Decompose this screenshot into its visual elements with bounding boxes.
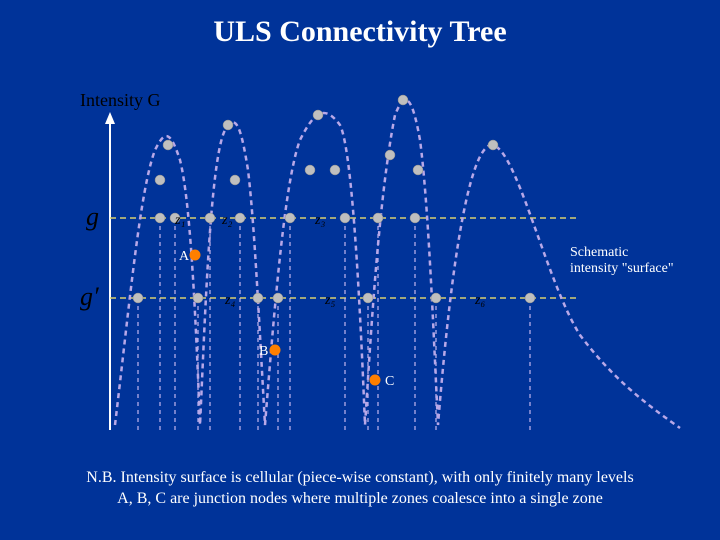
svg-text:z₄: z₄ <box>224 293 235 308</box>
svg-text:z₂: z₂ <box>221 213 232 228</box>
g-prime-label: g′ <box>80 282 99 312</box>
svg-text:A: A <box>179 249 190 264</box>
svg-text:z₁: z₁ <box>174 213 185 228</box>
axis-label: Intensity G <box>80 90 161 111</box>
svg-text:z₃: z₃ <box>314 213 325 228</box>
svg-text:z₆: z₆ <box>474 293 485 308</box>
svg-text:B: B <box>259 344 268 359</box>
svg-text:z₅: z₅ <box>324 293 335 308</box>
g-label: g <box>86 202 99 232</box>
svg-text:C: C <box>385 374 394 389</box>
schematic-annotation: Schematicintensity "surface" <box>570 245 674 277</box>
nb-footnote: N.B. Intensity surface is cellular (piec… <box>60 468 660 510</box>
